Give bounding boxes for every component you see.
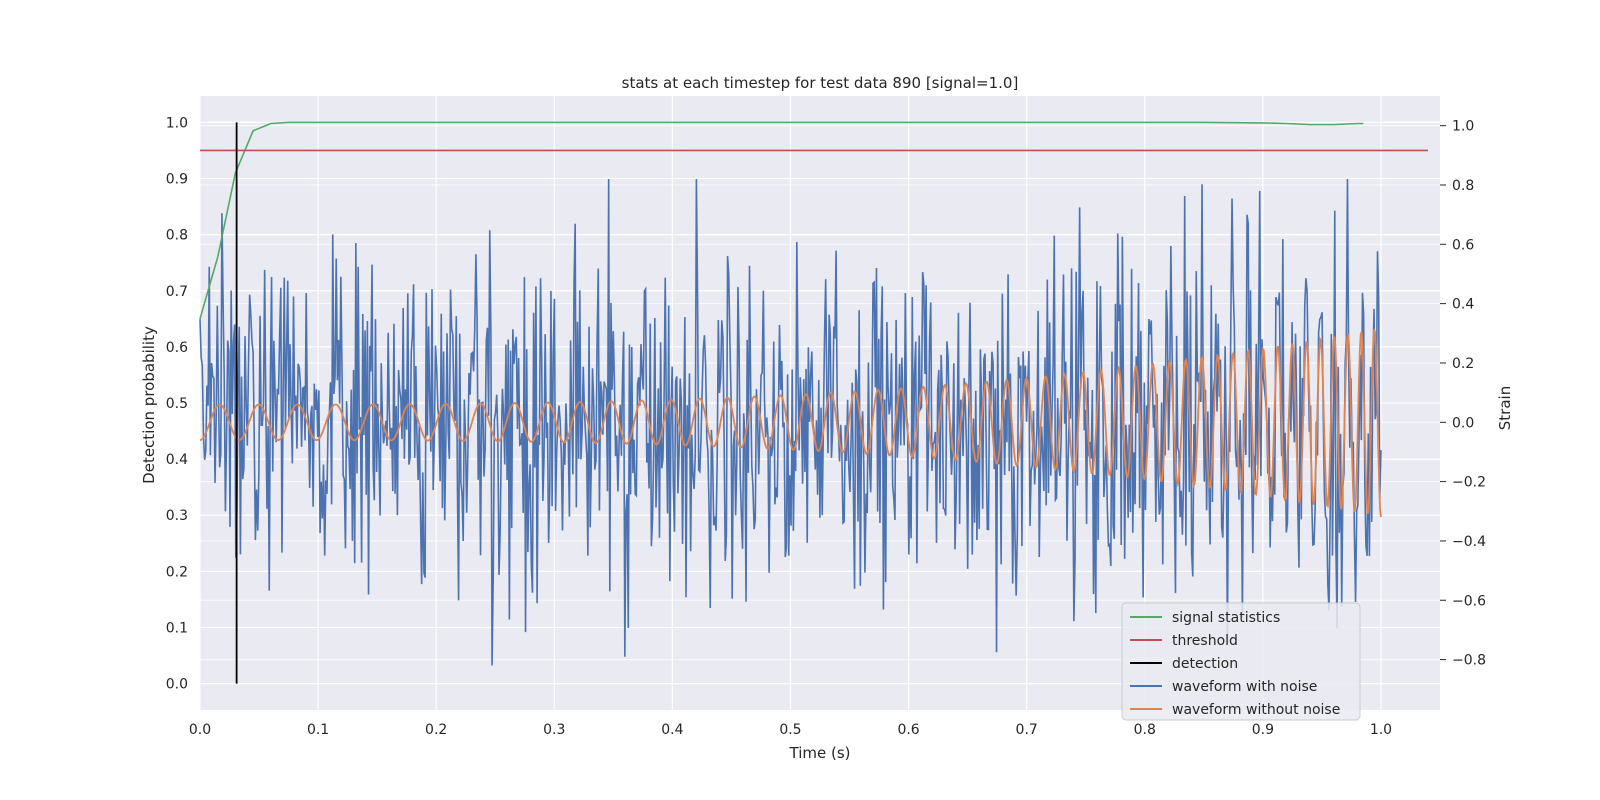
y-tick-label: 0.8 <box>166 228 188 244</box>
x-tick-label: 0.4 <box>661 722 683 738</box>
y2-tick-label: 0.8 <box>1452 178 1474 194</box>
y2-tick-label: 1.0 <box>1452 119 1474 135</box>
legend-box <box>1121 602 1361 721</box>
y-tick-label: 0.6 <box>166 340 188 356</box>
legend: signal statistics threshold detection wa… <box>1121 602 1361 721</box>
series-layer <box>199 121 1428 684</box>
x-tick-label: 0.7 <box>1016 722 1038 738</box>
y-tick-label: 0.9 <box>166 172 188 188</box>
y-tick-label: 0.1 <box>166 620 188 636</box>
x-tick-label: 0.2 <box>425 722 447 738</box>
x-tick-label: 0.9 <box>1252 722 1274 738</box>
y2-tick-label: 0.4 <box>1452 297 1474 313</box>
y2-tick-label: −0.8 <box>1452 653 1486 669</box>
y2-tick-label: −0.2 <box>1452 475 1486 491</box>
y2-tick-label: −0.6 <box>1452 593 1486 609</box>
legend-label-waveform-without-noise: waveform without noise <box>1172 702 1340 718</box>
x-tick-label: 0.1 <box>307 722 329 738</box>
y-tick-label: 1.0 <box>166 115 188 131</box>
tick-labels: 0.0 0.1 0.2 0.3 0.4 0.5 0.6 0.7 0.8 0.9 1.0 0.0 0.1 0… <box>166 115 1486 738</box>
y-tick-label: 0.2 <box>166 564 188 580</box>
y2-tick-label: 0.0 <box>1452 415 1474 431</box>
x-tick-label: 1.0 <box>1370 722 1392 738</box>
x-axis-title: Time (s) <box>789 744 851 762</box>
signal-statistics-line <box>199 121 1364 320</box>
waveform-without-noise-line <box>199 329 1382 518</box>
x-tick-label: 0.5 <box>779 722 801 738</box>
y2-tick-label: 0.6 <box>1452 237 1474 253</box>
y-tick-label: 0.7 <box>166 284 188 300</box>
y2-tick-label: −0.4 <box>1452 534 1486 550</box>
y-tick-label: 0.4 <box>166 452 188 468</box>
x-tick-label: 0.8 <box>1134 722 1156 738</box>
legend-label-signal-statistics: signal statistics <box>1172 610 1280 626</box>
y-axis-title: Detection probability <box>140 326 158 484</box>
legend-label-threshold: threshold <box>1172 633 1238 649</box>
x-tick-label: 0.6 <box>897 722 919 738</box>
chart-title: stats at each timestep for test data 890… <box>622 74 1019 92</box>
legend-label-waveform-with-noise: waveform with noise <box>1172 679 1317 695</box>
x-tick-label: 0.3 <box>543 722 565 738</box>
waveform-with-noise-line <box>199 179 1382 666</box>
y2-axis-title: Strain <box>1496 386 1514 430</box>
legend-label-detection: detection <box>1172 656 1238 672</box>
y-tick-label: 0.3 <box>166 508 188 524</box>
y-tick-label: 0.5 <box>166 396 188 412</box>
y-tick-label: 0.0 <box>166 677 188 693</box>
y2-tick-label: 0.2 <box>1452 356 1474 372</box>
x-tick-label: 0.0 <box>189 722 211 738</box>
